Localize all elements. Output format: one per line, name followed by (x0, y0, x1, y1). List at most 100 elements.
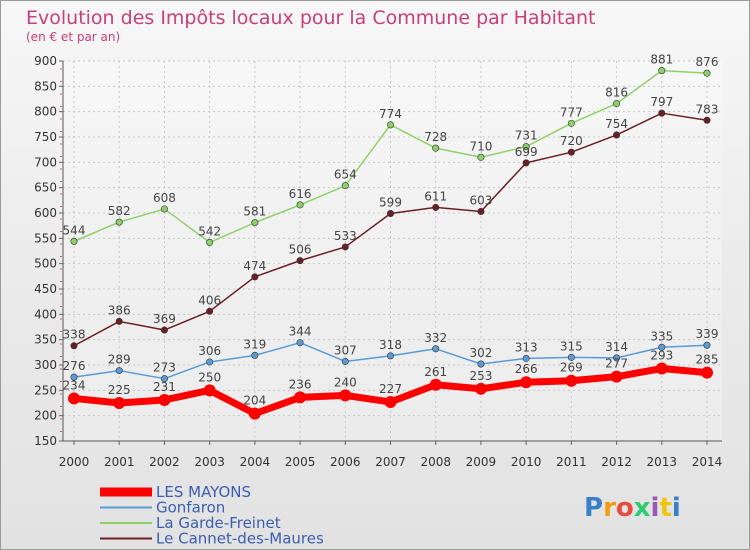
data-point-gonfaron (613, 354, 621, 362)
data-label-les-mayons: 277 (605, 357, 628, 371)
data-label-la-garde-freinet: 616 (289, 187, 312, 201)
y-tick-label: 800 (34, 105, 57, 119)
x-tick-label: 2010 (511, 455, 542, 469)
x-tick-label: 2006 (330, 455, 361, 469)
data-label-les-mayons: 261 (424, 365, 447, 379)
data-label-la-garde-freinet: 710 (469, 139, 492, 153)
y-tick-label: 500 (34, 257, 57, 271)
data-point-le-cannet-des-maures (206, 307, 214, 315)
data-point-le-cannet-des-maures (703, 116, 711, 124)
data-label-le-cannet-des-maures: 754 (605, 117, 628, 131)
chart-subtitle: (en € et par an) (26, 30, 120, 44)
data-label-le-cannet-des-maures: 603 (469, 193, 492, 207)
data-point-les-mayons (429, 378, 442, 391)
data-point-gonfaron (206, 358, 214, 366)
data-point-gonfaron (477, 360, 485, 368)
data-label-la-garde-freinet: 544 (63, 223, 86, 237)
data-label-les-mayons: 236 (289, 377, 312, 391)
data-label-la-garde-freinet: 608 (153, 191, 176, 205)
data-point-gonfaron (160, 375, 168, 383)
legend-label-le-cannet-des-maures: Le Cannet-des-Maures (156, 530, 324, 548)
data-label-la-garde-freinet: 777 (560, 105, 583, 119)
data-label-gonfaron: 332 (424, 331, 447, 345)
data-point-les-mayons (610, 370, 623, 383)
data-point-le-cannet-des-maures (160, 326, 168, 334)
data-point-la-garde-freinet (70, 237, 78, 245)
y-tick-label: 250 (34, 383, 57, 397)
data-point-la-garde-freinet (613, 100, 621, 108)
y-tick-label: 550 (34, 231, 57, 245)
y-tick-label: 200 (34, 409, 57, 423)
data-point-la-garde-freinet (206, 238, 214, 246)
legend-label-les-mayons: LES MAYONS (156, 483, 251, 501)
data-label-la-garde-freinet: 774 (379, 107, 402, 121)
x-tick-label: 2004 (240, 455, 271, 469)
data-label-gonfaron: 314 (605, 340, 628, 354)
data-label-les-mayons: 269 (560, 361, 583, 375)
axes: 150 200 250 300 350 400 450 500 550 600 650 700 750 8… (34, 54, 722, 469)
data-label-les-mayons: 285 (696, 353, 719, 367)
data-label-les-mayons: 227 (379, 382, 402, 396)
y-tick-label: 900 (34, 54, 57, 68)
data-point-les-mayons (474, 382, 487, 395)
chart-title: Evolution des Impôts locaux pour la Comm… (26, 7, 596, 29)
data-point-la-garde-freinet (658, 67, 666, 75)
data-label-gonfaron: 276 (63, 359, 86, 373)
data-point-gonfaron (115, 367, 123, 375)
data-label-la-garde-freinet: 731 (515, 129, 538, 143)
data-label-la-garde-freinet: 816 (605, 86, 628, 100)
data-point-le-cannet-des-maures (341, 243, 349, 251)
data-label-le-cannet-des-maures: 533 (334, 229, 357, 243)
data-point-le-cannet-des-maures (522, 159, 530, 167)
data-point-gonfaron (567, 353, 575, 361)
data-label-les-mayons: 266 (515, 362, 538, 376)
data-point-le-cannet-des-maures (613, 131, 621, 139)
data-label-le-cannet-des-maures: 386 (108, 303, 131, 317)
data-point-le-cannet-des-maures (115, 317, 123, 325)
data-label-la-garde-freinet: 542 (198, 224, 221, 238)
data-label-gonfaron: 344 (289, 325, 312, 339)
data-label-la-garde-freinet: 728 (424, 130, 447, 144)
data-point-la-garde-freinet (386, 121, 394, 129)
x-tick-label: 2008 (420, 455, 451, 469)
data-label-les-mayons: 240 (334, 375, 357, 389)
data-point-la-garde-freinet (477, 153, 485, 161)
data-label-gonfaron: 318 (379, 338, 402, 352)
data-point-les-mayons (655, 362, 668, 375)
data-label-la-garde-freinet: 876 (696, 55, 719, 69)
data-point-la-garde-freinet (522, 143, 530, 151)
data-point-gonfaron (341, 357, 349, 365)
data-point-la-garde-freinet (160, 205, 168, 213)
data-point-les-mayons (339, 389, 352, 402)
data-point-gonfaron (70, 373, 78, 381)
data-point-gonfaron (658, 343, 666, 351)
data-label-la-garde-freinet: 881 (650, 53, 673, 67)
data-label-les-mayons: 204 (243, 394, 266, 408)
data-label-le-cannet-des-maures: 506 (289, 243, 312, 257)
data-label-le-cannet-des-maures: 699 (515, 145, 538, 159)
x-tick-label: 2005 (285, 455, 316, 469)
data-point-les-mayons (158, 393, 171, 406)
x-tick-label: 2002 (149, 455, 180, 469)
x-tick-label: 2012 (601, 455, 632, 469)
y-tick-label: 750 (34, 130, 57, 144)
data-label-le-cannet-des-maures: 338 (63, 328, 86, 342)
x-tick-label: 2011 (556, 455, 587, 469)
data-label-la-garde-freinet: 581 (243, 205, 266, 219)
legend-label-la-garde-freinet: La Garde-Freinet (156, 514, 281, 532)
data-label-gonfaron: 313 (515, 340, 538, 354)
series-layer (68, 67, 713, 420)
data-label-le-cannet-des-maures: 406 (198, 293, 221, 307)
data-point-gonfaron (432, 345, 440, 353)
data-label-les-mayons: 250 (198, 370, 221, 384)
y-tick-label: 600 (34, 206, 57, 220)
x-tick-label: 2013 (647, 455, 678, 469)
data-point-le-cannet-des-maures (477, 207, 485, 215)
data-point-le-cannet-des-maures (567, 148, 575, 156)
y-tick-label: 300 (34, 358, 57, 372)
data-label-le-cannet-des-maures: 797 (650, 95, 673, 109)
data-point-les-mayons (203, 384, 216, 397)
data-point-les-mayons (113, 397, 126, 409)
y-tick-label: 450 (34, 282, 57, 296)
